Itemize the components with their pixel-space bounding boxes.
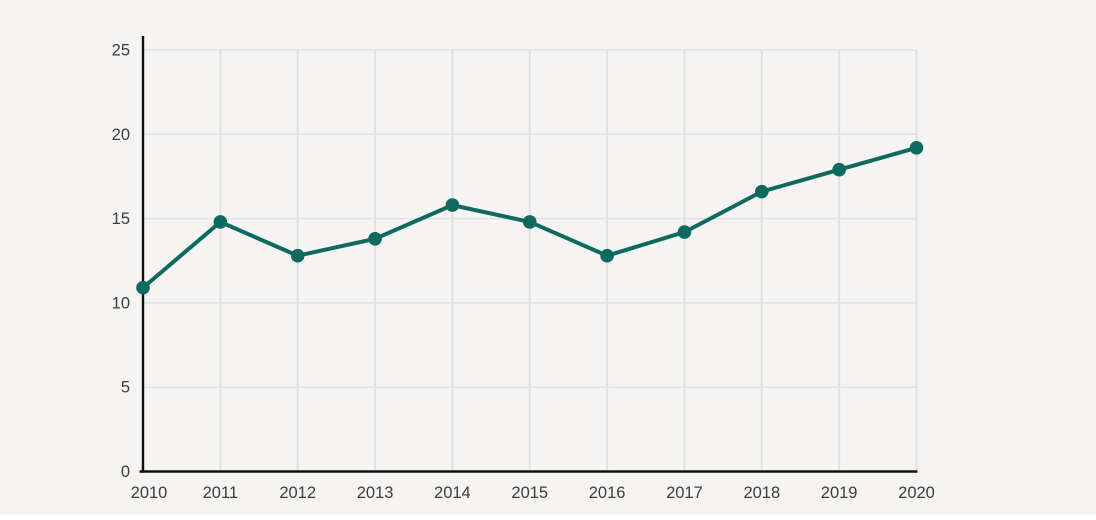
y-tick-label: 20 bbox=[112, 126, 130, 144]
data-point-2014[interactable] bbox=[445, 198, 460, 212]
x-tick-label: 2017 bbox=[666, 484, 703, 502]
x-tick-label: 2015 bbox=[511, 484, 548, 502]
x-tick-label: 2020 bbox=[898, 484, 935, 502]
x-tick-label: 2014 bbox=[434, 484, 471, 502]
data-point-2013[interactable] bbox=[368, 232, 382, 246]
data-point-2010[interactable] bbox=[136, 280, 150, 295]
y-tick-label: 0 bbox=[121, 463, 130, 481]
x-tick-label: 2019 bbox=[821, 484, 858, 502]
data-point-2019[interactable] bbox=[832, 162, 846, 177]
data-point-2016[interactable] bbox=[600, 248, 614, 263]
x-tick-label: 2010 bbox=[131, 484, 168, 502]
x-tick-label: 2018 bbox=[743, 484, 780, 502]
y-tick-label: 5 bbox=[121, 379, 130, 397]
data-point-2018[interactable] bbox=[755, 184, 769, 199]
x-tick-label: 2012 bbox=[279, 484, 316, 502]
data-point-2015[interactable] bbox=[522, 215, 537, 229]
data-point-2017[interactable] bbox=[677, 225, 692, 239]
x-tick-label: 2013 bbox=[357, 484, 394, 502]
data-point-2011[interactable] bbox=[213, 215, 228, 229]
data-point-2020[interactable] bbox=[909, 140, 924, 155]
y-tick-label: 25 bbox=[112, 42, 130, 60]
y-tick-label: 15 bbox=[112, 210, 130, 228]
x-tick-label: 2011 bbox=[203, 484, 238, 502]
data-point-2012[interactable] bbox=[290, 248, 305, 263]
x-tick-label: 2016 bbox=[589, 484, 626, 502]
y-tick-label: 10 bbox=[112, 294, 130, 312]
